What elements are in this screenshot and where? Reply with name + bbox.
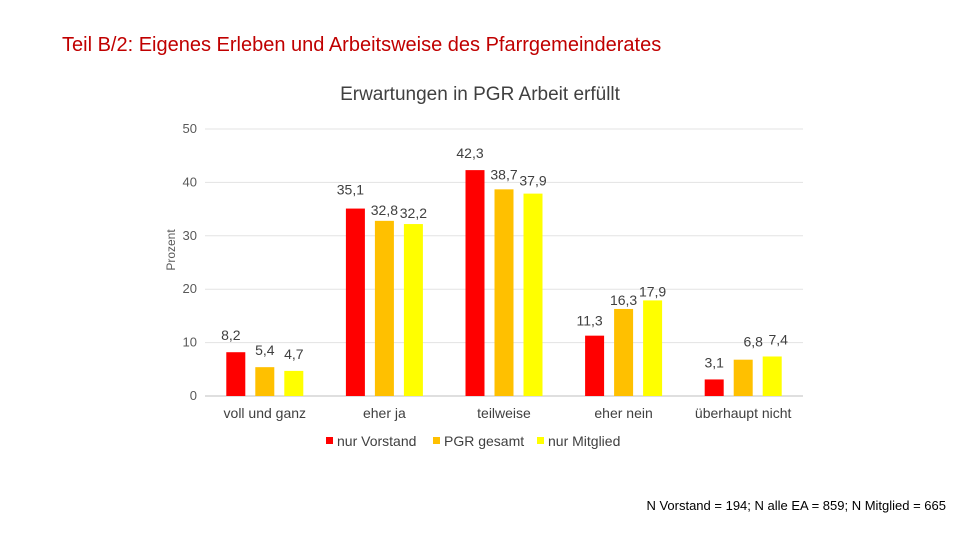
y-tick-label: 10 [183,335,197,350]
data-label: 17,9 [639,283,666,299]
bars [226,170,782,396]
legend-swatch [537,437,544,444]
data-label: 7,4 [768,331,788,347]
bar [643,300,663,396]
bar [284,370,304,396]
x-category-label: teilweise [477,405,531,421]
y-tick-label: 50 [183,121,197,136]
bar [585,335,605,396]
bar [523,193,543,396]
legend: nur Vorstand PGR gesamt nur Mitglied [326,433,620,449]
data-label: 16,3 [610,292,637,308]
legend-swatch [326,437,333,444]
legend-label: nur Vorstand [337,433,416,449]
x-category-label: voll und ganz [224,405,307,421]
y-tick-label: 30 [183,228,197,243]
legend-label: PGR gesamt [444,433,524,449]
data-label: 32,2 [400,205,427,221]
bar [614,308,634,396]
bar [465,170,485,396]
bar [226,352,246,396]
y-axis-label: Prozent [164,229,178,271]
bar [255,367,275,396]
bar [374,220,394,396]
data-label: 4,7 [284,346,304,362]
legend-label: nur Mitglied [548,433,620,449]
data-label: 35,1 [337,182,364,198]
data-label: 6,8 [743,334,763,350]
bar [704,379,724,396]
data-label: 3,1 [704,354,724,370]
legend-swatch [433,437,440,444]
bar [762,356,782,396]
y-tick-label: 40 [183,174,197,189]
chart-title: Erwartungen in PGR Arbeit erfüllt [340,84,620,105]
x-category-label: eher ja [363,405,406,421]
x-category-label: überhaupt nicht [695,405,792,421]
data-label: 5,4 [255,342,275,358]
y-tick-label: 20 [183,281,197,296]
data-label: 8,2 [221,327,241,343]
y-axis-ticks: 0 10 20 30 40 50 [183,121,197,403]
data-labels: 8,2 5,4 4,7 35,1 32,8 32,2 42,3 38,7 37,9 11,3 16,… [221,145,788,370]
slide-title: Teil B/2: Eigenes Erleben und Arbeitswei… [62,34,662,56]
bar [733,359,753,396]
bar [494,189,514,396]
y-tick-label: 0 [190,388,197,403]
data-label: 11,3 [576,313,602,329]
data-label: 32,8 [371,202,398,218]
data-label: 37,9 [519,173,546,189]
bar [345,208,365,396]
bar [403,224,423,396]
data-label: 42,3 [456,145,483,161]
data-label: 38,7 [490,166,517,182]
sample-size-note: N Vorstand = 194; N alle EA = 859; N Mit… [646,498,946,513]
x-category-label: eher nein [594,405,652,421]
category-labels: voll und ganz eher ja teilweise eher nein üb… [224,405,792,421]
